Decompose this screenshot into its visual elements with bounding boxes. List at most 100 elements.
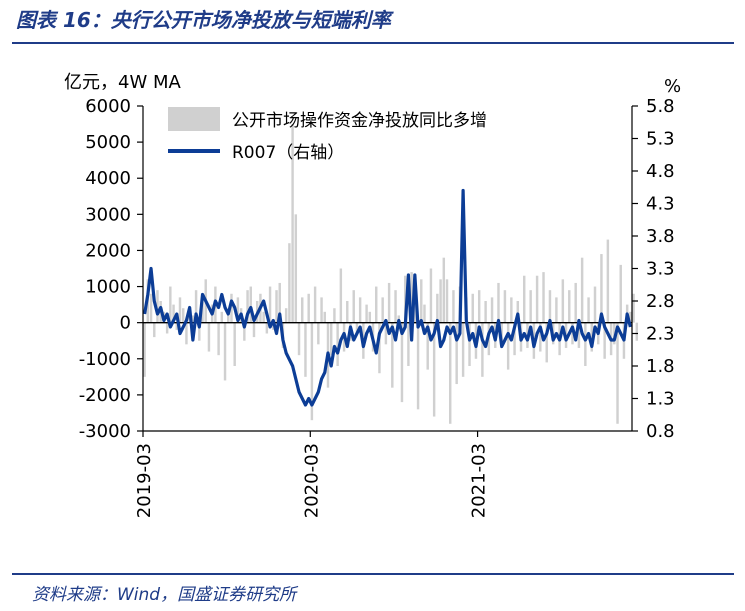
bar-115 bbox=[513, 322, 516, 356]
title-divider bbox=[12, 42, 734, 44]
bar-33 bbox=[249, 286, 252, 323]
left-tick-label-5: 1000 bbox=[85, 277, 131, 298]
bar-3 bbox=[153, 322, 156, 338]
bar-0 bbox=[143, 322, 146, 377]
bar-130 bbox=[561, 279, 565, 323]
bar-44 bbox=[284, 308, 288, 323]
bar-49 bbox=[301, 297, 304, 323]
bar-95 bbox=[449, 322, 452, 424]
right-tick-label-8: 1.8 bbox=[646, 356, 675, 377]
bar-93 bbox=[442, 257, 446, 323]
bar-25 bbox=[223, 322, 227, 381]
bar-140 bbox=[593, 286, 597, 323]
bar-126 bbox=[548, 290, 552, 323]
bar-55 bbox=[320, 297, 323, 323]
bar-97 bbox=[455, 322, 458, 385]
bar-66 bbox=[355, 322, 359, 334]
bar-113 bbox=[506, 322, 510, 370]
left-tick-label-7: -1000 bbox=[79, 349, 131, 370]
bar-147 bbox=[616, 322, 619, 424]
right-tick-label-7: 2.3 bbox=[646, 324, 675, 345]
x-ticks: 2019-03 2020-03 2021-03 bbox=[134, 431, 490, 518]
bar-88 bbox=[426, 322, 429, 370]
bar-45 bbox=[288, 243, 291, 323]
legend-swatch-bars bbox=[168, 107, 220, 131]
bar-17 bbox=[198, 322, 201, 341]
right-tick-label-9: 1.3 bbox=[646, 389, 675, 410]
left-axis-unit-label: 亿元，4W MA bbox=[64, 72, 182, 93]
bar-128 bbox=[555, 297, 558, 323]
bar-9 bbox=[172, 304, 175, 323]
right-ticks: 5.8 5.3 4.8 4.3 3.8 3.3 2.8 2.3 1.8 1.3 0.8 bbox=[632, 96, 675, 442]
bar-56 bbox=[323, 311, 326, 323]
bar-138 bbox=[587, 297, 590, 323]
left-tick-label-2: 4000 bbox=[85, 168, 131, 189]
bar-53 bbox=[313, 286, 317, 323]
bar-60 bbox=[336, 322, 339, 366]
left-tick-label-6: 0 bbox=[120, 313, 131, 334]
bar-8 bbox=[169, 286, 172, 323]
bar-110 bbox=[497, 282, 500, 323]
bar-87 bbox=[423, 304, 426, 323]
bar-151 bbox=[629, 311, 632, 323]
legend: 公开市场操作资金净投放同比多增 R007（右轴） bbox=[168, 107, 487, 163]
left-tick-label-0: 6000 bbox=[85, 96, 131, 117]
bar-46 bbox=[291, 124, 294, 323]
bar-32 bbox=[246, 290, 249, 323]
bar-4 bbox=[156, 290, 159, 323]
right-tick-label-5: 3.3 bbox=[646, 259, 675, 280]
bar-48 bbox=[297, 322, 301, 356]
bar-153 bbox=[635, 322, 639, 341]
bar-18 bbox=[201, 301, 204, 323]
bar-16 bbox=[194, 290, 198, 323]
bar-27 bbox=[230, 293, 233, 323]
bar-2 bbox=[149, 293, 153, 323]
bar-75 bbox=[384, 322, 388, 345]
bar-38 bbox=[265, 322, 269, 334]
bar-152 bbox=[632, 293, 635, 323]
bar-65 bbox=[352, 290, 355, 323]
bar-77 bbox=[391, 322, 394, 388]
bar-54 bbox=[317, 322, 320, 345]
right-tick-label-3: 4.3 bbox=[646, 194, 675, 215]
bar-83 bbox=[410, 272, 413, 323]
bar-34 bbox=[252, 322, 256, 338]
bar-20 bbox=[207, 322, 211, 352]
bar-31 bbox=[243, 322, 246, 341]
bar-105 bbox=[481, 322, 484, 377]
bar-29 bbox=[236, 297, 240, 323]
right-tick-label-1: 5.3 bbox=[646, 129, 675, 150]
bar-63 bbox=[346, 301, 349, 323]
bar-101 bbox=[468, 322, 471, 366]
bar-112 bbox=[503, 290, 507, 323]
bar-47 bbox=[294, 214, 298, 323]
footer-divider bbox=[12, 573, 734, 575]
x-tick-label-2: 2021-03 bbox=[469, 443, 490, 518]
bar-84 bbox=[413, 301, 417, 323]
bar-78 bbox=[394, 290, 397, 323]
bar-102 bbox=[471, 293, 474, 323]
bar-76 bbox=[387, 282, 391, 323]
legend-label-line: R007（右轴） bbox=[232, 143, 344, 163]
bar-82 bbox=[407, 322, 410, 366]
right-tick-label-2: 4.8 bbox=[646, 161, 675, 182]
legend-label-bars: 公开市场操作资金净投放同比多增 bbox=[232, 111, 487, 131]
left-tick-label-1: 5000 bbox=[85, 132, 131, 153]
bar-94 bbox=[445, 279, 449, 323]
bar-122 bbox=[535, 275, 539, 323]
bar-85 bbox=[416, 322, 420, 410]
bar-106 bbox=[484, 301, 487, 323]
bar-99 bbox=[461, 322, 465, 377]
bar-72 bbox=[375, 286, 378, 323]
right-tick-label-0: 5.8 bbox=[646, 96, 675, 117]
bar-114 bbox=[510, 297, 513, 323]
bar-59 bbox=[333, 308, 336, 323]
bar-136 bbox=[580, 257, 584, 323]
bar-11 bbox=[178, 297, 182, 323]
bar-10 bbox=[175, 322, 178, 330]
bar-39 bbox=[268, 286, 272, 323]
bar-96 bbox=[452, 290, 455, 323]
left-tick-label-8: -2000 bbox=[79, 385, 131, 406]
bar-135 bbox=[577, 322, 581, 348]
